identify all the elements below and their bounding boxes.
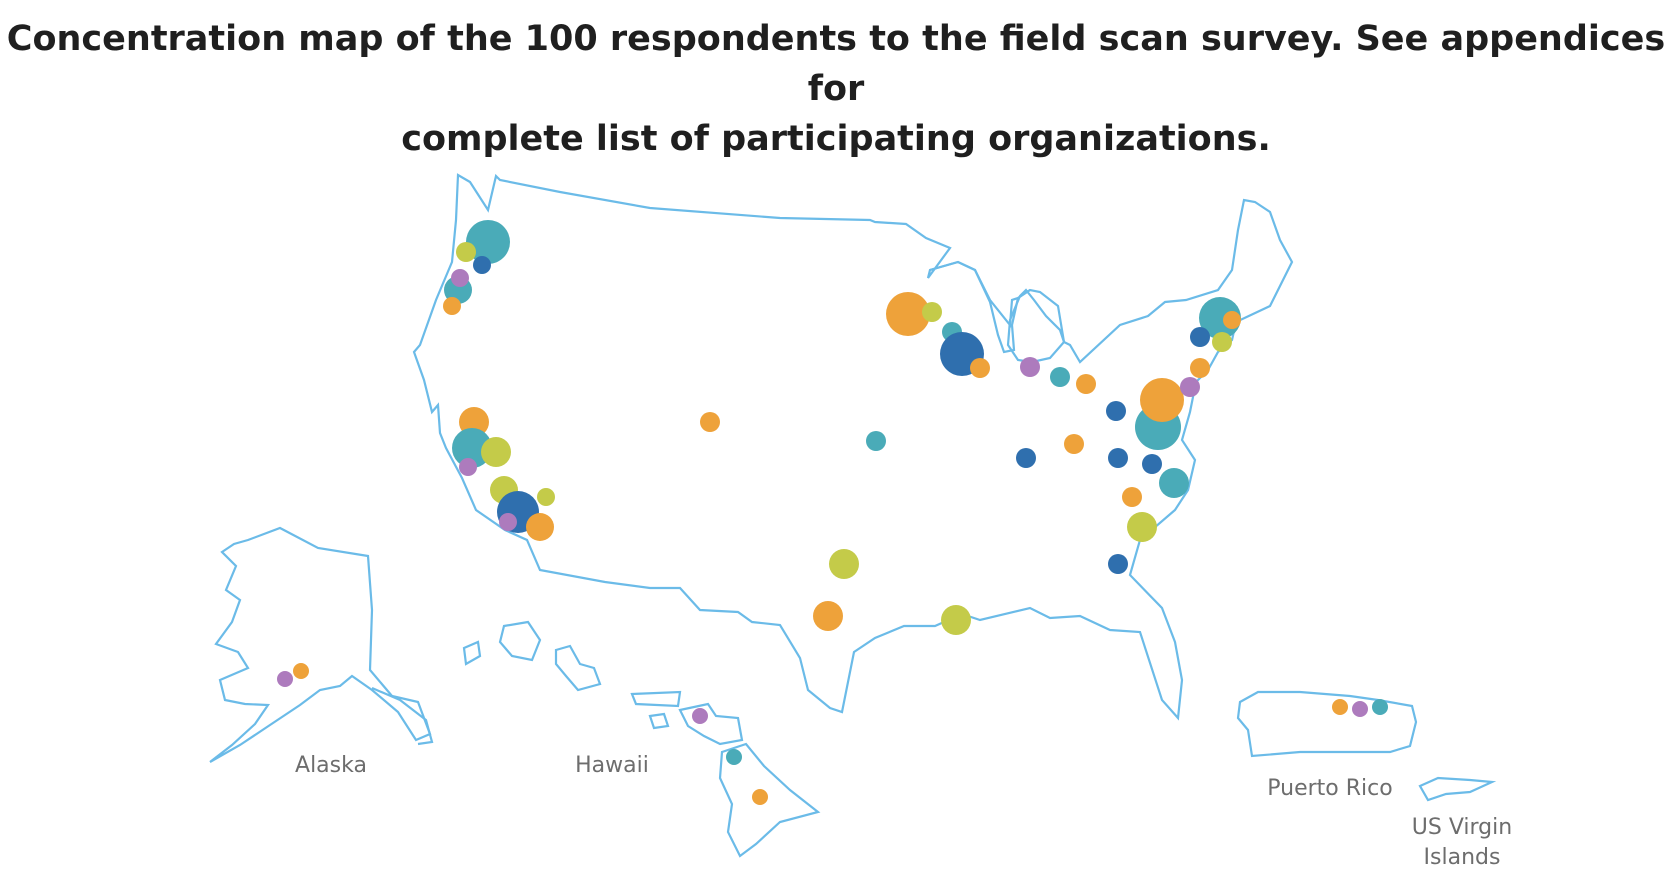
respondent-dot: [941, 605, 971, 635]
usvi-label-line-1: US Virgin: [1412, 815, 1512, 840]
respondent-dot: [1372, 699, 1388, 715]
michigan-upper-peninsula-outline: [929, 260, 1031, 328]
respondent-dot: [1106, 401, 1126, 421]
respondent-dot: [1050, 367, 1070, 387]
respondent-dot: [459, 458, 477, 476]
respondent-dot: [466, 220, 510, 264]
michigan-lower-peninsula-outline: [1006, 288, 1066, 364]
puerto-rico-label: Puerto Rico: [1267, 776, 1392, 801]
hawaii-island-1-outline: [462, 640, 482, 666]
respondent-dot: [726, 749, 742, 765]
hawaii-island-6-outline: [678, 702, 744, 746]
map-title-line-1: Concentration map of the 100 respondents…: [6, 19, 1666, 109]
respondent-dot: [1140, 378, 1184, 422]
map-title: Concentration map of the 100 respondents…: [0, 14, 1672, 164]
respondent-dot: [481, 437, 511, 467]
respondent-dot: [813, 601, 843, 631]
hawaii-label: Hawaii: [575, 753, 649, 778]
usvi-label-line-2: Islands: [1424, 845, 1501, 870]
respondent-dot: [499, 513, 517, 531]
respondent-dot: [443, 297, 461, 315]
alaska-label: Alaska: [295, 753, 367, 778]
respondent-dot: [526, 513, 554, 541]
respondent-dot: [1108, 554, 1128, 574]
respondent-dot: [452, 428, 492, 468]
respondent-dot: [1142, 454, 1162, 474]
respondent-dot: [922, 302, 942, 322]
respondent-dot: [1122, 487, 1142, 507]
map-title-line-2: complete list of participating organizat…: [401, 119, 1271, 159]
respondent-dot: [700, 412, 720, 432]
puerto-rico-outline: [1236, 690, 1418, 758]
respondent-dot: [970, 358, 990, 378]
respondent-dot: [1180, 377, 1200, 397]
respondent-dot: [866, 431, 886, 451]
respondent-dot: [537, 488, 555, 506]
respondent-dot: [752, 789, 768, 805]
respondent-dot: [1352, 701, 1368, 717]
usvi-outline: [1418, 776, 1497, 802]
respondent-dot: [277, 671, 293, 687]
alaska-panhandle-outline: [371, 686, 434, 746]
respondent-dot: [886, 292, 930, 336]
hawaii-island-7-outline: [718, 742, 821, 858]
respondent-dot: [1190, 327, 1210, 347]
hawaii-island-2-outline: [498, 620, 542, 662]
respondent-dot: [1332, 699, 1348, 715]
hawaii-island-5-outline: [648, 712, 670, 730]
alaska-outline: [209, 526, 432, 763]
respondent-dot: [1127, 512, 1157, 542]
respondent-dot: [829, 549, 859, 579]
respondent-dot: [1020, 357, 1040, 377]
hawaii-island-4-outline: [630, 690, 682, 708]
respondent-dot: [293, 663, 309, 679]
respondent-dot: [1212, 332, 1232, 352]
respondent-dot: [1108, 448, 1128, 468]
respondent-dot: [1223, 311, 1241, 329]
respondent-dot: [692, 708, 708, 724]
respondent-dot: [456, 242, 476, 262]
respondent-dot: [451, 269, 469, 287]
respondent-dot: [1076, 374, 1096, 394]
respondent-dot: [1064, 434, 1084, 454]
respondent-dot: [1159, 468, 1189, 498]
respondent-dot: [473, 256, 491, 274]
respondent-dots: [277, 220, 1388, 805]
hawaii-island-3-outline: [554, 644, 602, 692]
respondent-dot: [1016, 448, 1036, 468]
respondent-dot: [1190, 358, 1210, 378]
